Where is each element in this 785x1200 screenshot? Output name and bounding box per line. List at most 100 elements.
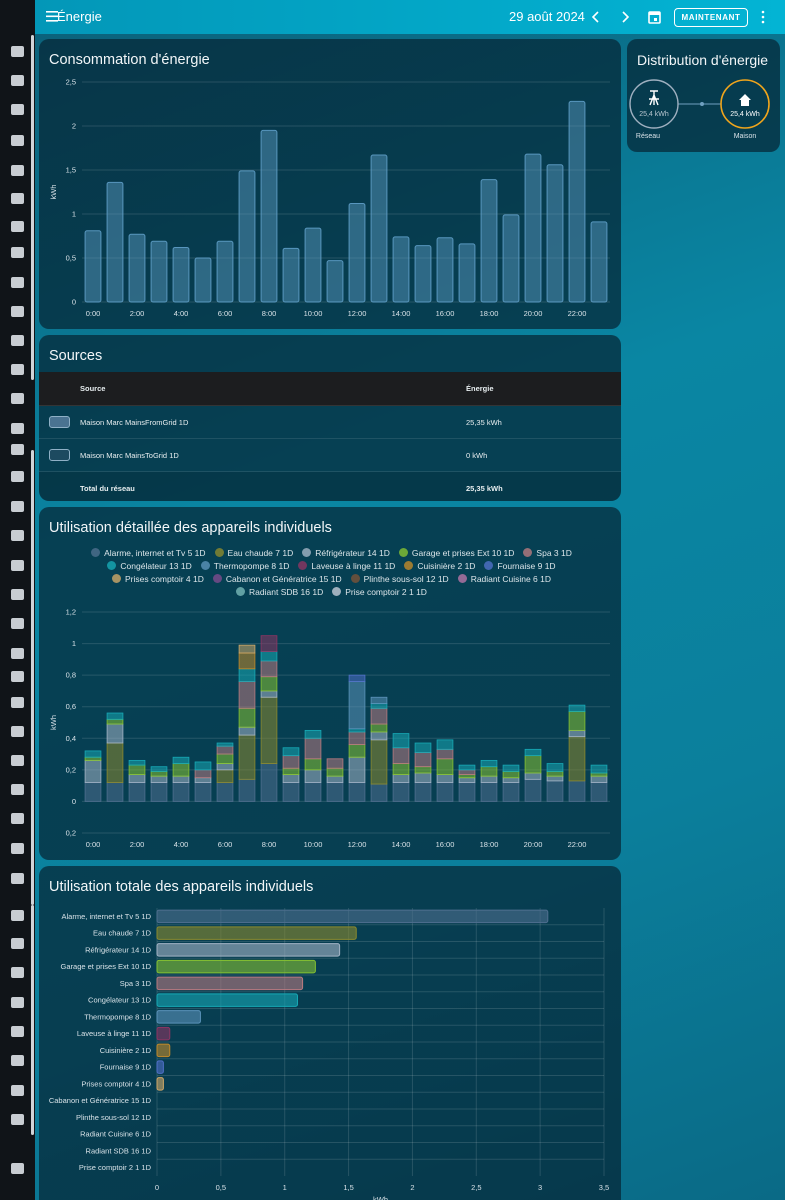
nav-icon[interactable] <box>11 648 24 659</box>
nav-icon[interactable] <box>11 697 24 708</box>
nav-icon[interactable] <box>11 75 24 86</box>
nav-icon[interactable] <box>11 501 24 512</box>
bar-segment <box>370 707 388 725</box>
legend-item[interactable]: Garage et prises Ext 10 1D <box>398 548 514 558</box>
nav-icon[interactable] <box>11 423 24 434</box>
nav-icon[interactable] <box>11 1026 24 1037</box>
bar-segment <box>150 766 168 772</box>
nav-icon[interactable] <box>11 1085 24 1096</box>
source-name: Maison Marc MainsToGrid 1D <box>80 438 466 472</box>
nav-icon[interactable] <box>11 1114 24 1125</box>
legend-item[interactable]: Radiant SDB 16 1D <box>236 587 323 597</box>
bar-segment <box>260 690 278 698</box>
nav-icon[interactable] <box>11 1163 24 1174</box>
legend-item[interactable]: Prise comptoir 2 1 1D <box>332 587 427 597</box>
bar-segment <box>480 782 498 802</box>
y-tick-label: Fournaise 9 1D <box>100 1063 152 1072</box>
legend-item[interactable]: Thermopompe 8 1D <box>200 561 289 571</box>
nav-icon[interactable] <box>11 784 24 795</box>
nav-icon[interactable] <box>11 306 24 317</box>
bar-segment <box>546 775 564 782</box>
nav-icon[interactable] <box>11 393 24 404</box>
next-button[interactable] <box>620 11 630 23</box>
legend-swatch <box>212 574 222 583</box>
bar-segment <box>238 652 256 670</box>
nav-icon[interactable] <box>11 618 24 629</box>
legend-item[interactable]: Fournaise 9 1D <box>484 561 556 571</box>
nav-icon[interactable] <box>11 589 24 600</box>
nav-icon[interactable] <box>11 277 24 288</box>
legend-item[interactable]: Radiant Cuisine 6 1D <box>457 574 551 584</box>
bar <box>156 976 304 991</box>
x-tick-label: 22:00 <box>568 309 587 318</box>
now-button[interactable]: MAINTENANT <box>674 8 748 27</box>
nav-icon[interactable] <box>11 364 24 375</box>
nav-icon[interactable] <box>11 247 24 258</box>
legend-item[interactable]: Spa 3 1D <box>523 548 572 558</box>
prev-button[interactable] <box>591 11 601 23</box>
bar-segment <box>414 782 432 802</box>
legend-label: Cuisinière 2 1D <box>417 561 476 571</box>
bar-segment <box>238 778 256 802</box>
nav-icon[interactable] <box>11 335 24 346</box>
legend-item[interactable]: Plinthe sous-sol 12 1D <box>350 574 449 584</box>
nav-icon[interactable] <box>11 1055 24 1066</box>
source-swatch <box>49 449 70 461</box>
nav-icon[interactable] <box>11 221 24 232</box>
total-row: Total du réseau 25,35 kWh <box>39 471 621 501</box>
nav-icon[interactable] <box>11 165 24 176</box>
bar <box>194 257 212 303</box>
legend-swatch <box>398 548 408 557</box>
nav-icon[interactable] <box>11 873 24 884</box>
nav-icon[interactable] <box>11 46 24 57</box>
x-tick-label: 12:00 <box>348 840 367 849</box>
bar-segment <box>194 782 212 802</box>
y-tick-label: 1,5 <box>66 166 76 175</box>
legend-item[interactable]: Cabanon et Génératrice 15 1D <box>212 574 342 584</box>
x-tick-label: 22:00 <box>568 840 587 849</box>
nav-icon[interactable] <box>11 530 24 541</box>
grid-label: Réseau <box>636 133 660 140</box>
distribution-diagram: 25,4 kWh Réseau 25,4 kWh Maison <box>629 79 770 140</box>
y-tick-label: Radiant Cuisine 6 1D <box>80 1130 151 1139</box>
more-button[interactable] <box>760 10 766 24</box>
legend-item[interactable]: Alarme, internet et Tv 5 1D <box>91 548 206 558</box>
calendar-button[interactable] <box>648 10 662 24</box>
menu-button[interactable] <box>46 11 60 23</box>
sources-table: Source Énergie Maison Marc MainsFromGrid… <box>39 372 621 501</box>
nav-icon[interactable] <box>11 726 24 737</box>
nav-icon[interactable] <box>11 843 24 854</box>
nav-icon[interactable] <box>11 967 24 978</box>
bar-segment <box>238 726 256 736</box>
home-node <box>720 79 770 129</box>
nav-icon[interactable] <box>11 135 24 146</box>
nav-icon[interactable] <box>11 910 24 921</box>
legend-item[interactable]: Laveuse à linge 11 1D <box>298 561 395 571</box>
nav-icon[interactable] <box>11 813 24 824</box>
legend-item[interactable]: Réfrigérateur 14 1D <box>302 548 390 558</box>
y-tick-label: 0 <box>72 298 76 307</box>
nav-icon[interactable] <box>11 997 24 1008</box>
bar-segment <box>590 775 608 783</box>
legend-item[interactable]: Congélateur 13 1D <box>107 561 192 571</box>
bar-segment <box>370 696 388 704</box>
x-tick-label: 18:00 <box>480 840 499 849</box>
column-header: Énergie <box>466 372 621 406</box>
legend-item[interactable]: Prises comptoir 4 1D <box>111 574 204 584</box>
nav-icon[interactable] <box>11 755 24 766</box>
nav-icon[interactable] <box>11 104 24 115</box>
nav-icon[interactable] <box>11 671 24 682</box>
bar-segment <box>150 775 168 783</box>
nav-icon[interactable] <box>11 938 24 949</box>
nav-icon[interactable] <box>11 471 24 482</box>
y-tick-label: Radiant SDB 16 1D <box>86 1146 152 1155</box>
bar-segment <box>128 782 146 802</box>
bar-segment <box>260 660 278 678</box>
legend-item[interactable]: Eau chaude 7 1D <box>214 548 293 558</box>
nav-icon[interactable] <box>11 444 24 455</box>
legend-item[interactable]: Cuisinière 2 1D <box>404 561 475 571</box>
nav-icon[interactable] <box>11 560 24 571</box>
total-energy: 25,35 kWh <box>466 471 621 501</box>
legend-label: Fournaise 9 1D <box>497 561 556 571</box>
nav-icon[interactable] <box>11 193 24 204</box>
